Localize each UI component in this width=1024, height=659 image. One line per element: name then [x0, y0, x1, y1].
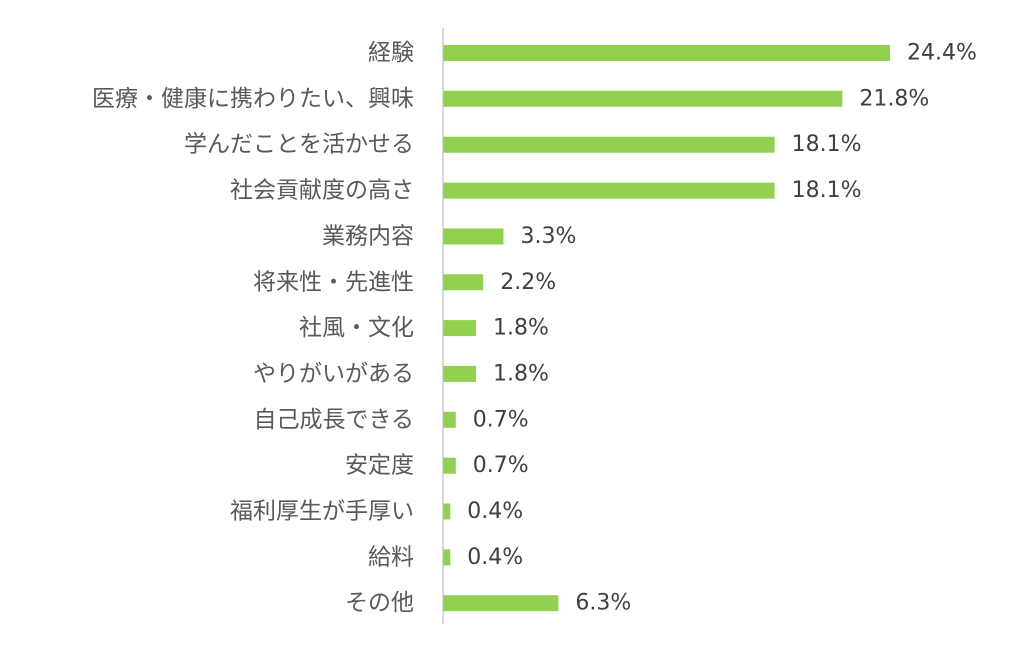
- category-label: 自己成長できる: [253, 407, 414, 433]
- bar: [443, 365, 476, 382]
- category-label: 経験: [368, 40, 414, 66]
- category-labels: 経験医療・健康に携わりたい、興味学んだことを活かせる社会貢献度の高さ業務内容将来…: [92, 40, 414, 616]
- category-label: 社風・文化: [299, 315, 414, 341]
- value-label: 21.8%: [859, 86, 929, 111]
- value-label: 24.4%: [907, 41, 977, 66]
- bars-layer: [443, 45, 890, 612]
- category-label: 業務内容: [322, 223, 414, 249]
- bar: [443, 90, 843, 107]
- value-label: 0.7%: [473, 407, 529, 432]
- value-label: 18.1%: [792, 132, 862, 157]
- value-label: 6.3%: [575, 591, 631, 616]
- value-label: 0.4%: [467, 499, 523, 524]
- bar: [443, 45, 890, 61]
- value-label: 0.7%: [473, 453, 529, 478]
- category-label: 将来性・先進性: [253, 269, 414, 295]
- bar: [443, 182, 775, 199]
- bar: [443, 503, 451, 520]
- value-label: 0.4%: [467, 545, 523, 570]
- value-label: 3.3%: [521, 224, 577, 249]
- bar: [443, 274, 484, 291]
- value-label: 1.8%: [493, 316, 549, 341]
- category-label: やりがいがある: [253, 361, 414, 387]
- category-label: 医療・健康に携わりたい、興味: [92, 86, 414, 112]
- category-label: 社会貢献度の高さ: [230, 178, 414, 204]
- value-labels: 24.4% 21.8% 18.1% 18.1% 3.3% 2.2% 1.8% 1.8% 0.7%…: [467, 41, 977, 616]
- bar: [443, 136, 775, 153]
- category-label: 安定度: [345, 453, 414, 479]
- bar: [443, 228, 504, 245]
- category-label: 福利厚生が手厚い: [230, 499, 414, 525]
- value-label: 2.2%: [500, 270, 556, 295]
- value-label: 18.1%: [792, 178, 862, 203]
- value-label: 1.8%: [493, 361, 549, 386]
- bar: [443, 411, 456, 428]
- bar: [443, 457, 456, 474]
- bar: [443, 320, 476, 337]
- category-label: 給料: [368, 544, 414, 570]
- category-label: その他: [345, 590, 414, 616]
- bar: [443, 549, 451, 566]
- bar: [443, 595, 559, 612]
- category-label: 学んだことを活かせる: [184, 132, 414, 158]
